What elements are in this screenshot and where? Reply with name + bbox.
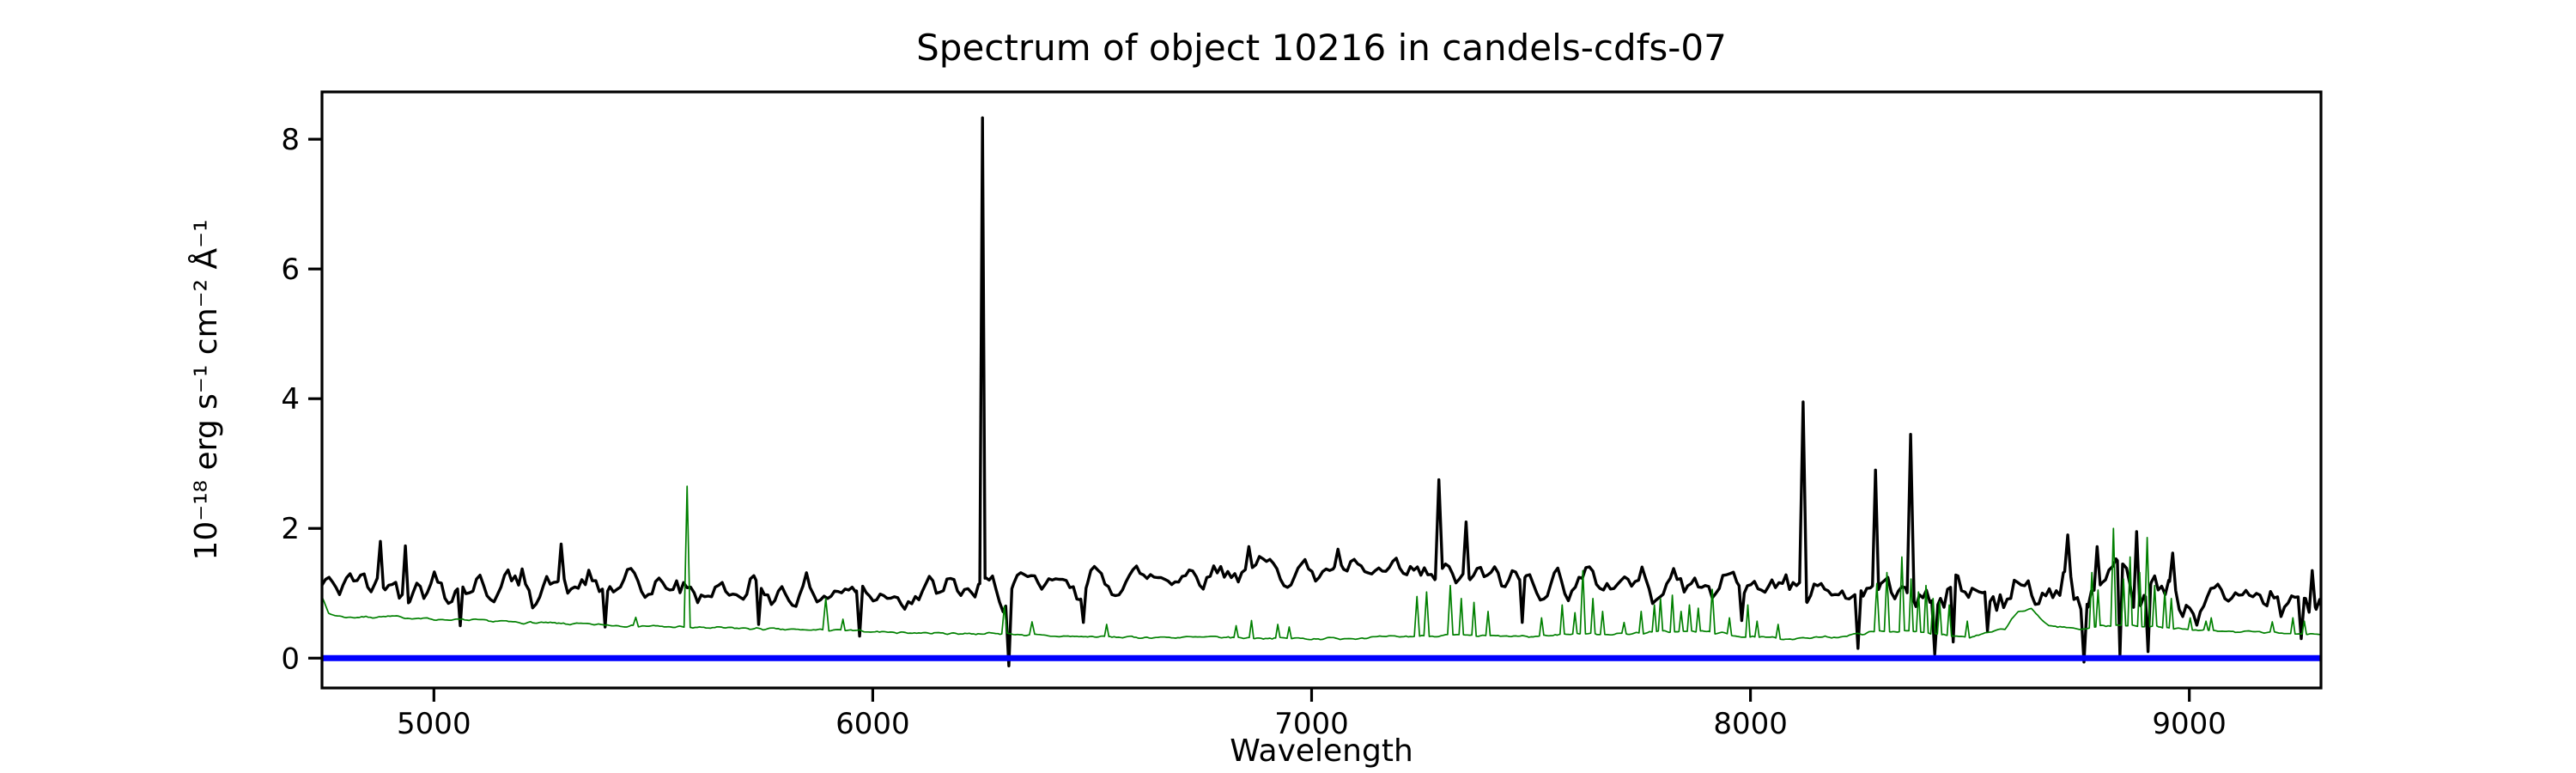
x-tick-label: 7000 bbox=[1274, 707, 1349, 741]
y-tick-label: 6 bbox=[281, 253, 300, 287]
x-tick-label: 6000 bbox=[835, 707, 910, 741]
plot-title: Spectrum of object 10216 in candels-cdfs… bbox=[916, 27, 1727, 69]
x-tick-label: 8000 bbox=[1713, 707, 1788, 741]
object-flux-curve bbox=[322, 116, 2321, 667]
y-tick-label: 8 bbox=[281, 123, 300, 157]
plot-area bbox=[322, 116, 2321, 667]
y-tick-label: 0 bbox=[281, 642, 300, 676]
noise-spectrum-curve bbox=[322, 485, 2321, 641]
x-tick-label: 9000 bbox=[2152, 707, 2227, 741]
y-axis: 0 2 4 6 8 bbox=[281, 123, 322, 676]
y-axis-label: 10⁻¹⁸ erg s⁻¹ cm⁻² Å⁻¹ bbox=[187, 219, 224, 560]
x-axis: 5000 6000 7000 8000 9000 bbox=[397, 688, 2227, 741]
y-tick-label: 4 bbox=[281, 382, 300, 417]
plot-frame bbox=[320, 90, 2323, 690]
x-tick-label: 5000 bbox=[397, 707, 471, 741]
x-axis-label: Wavelength bbox=[1230, 733, 1413, 769]
y-tick-label: 2 bbox=[281, 512, 300, 546]
axes bbox=[320, 90, 2323, 690]
